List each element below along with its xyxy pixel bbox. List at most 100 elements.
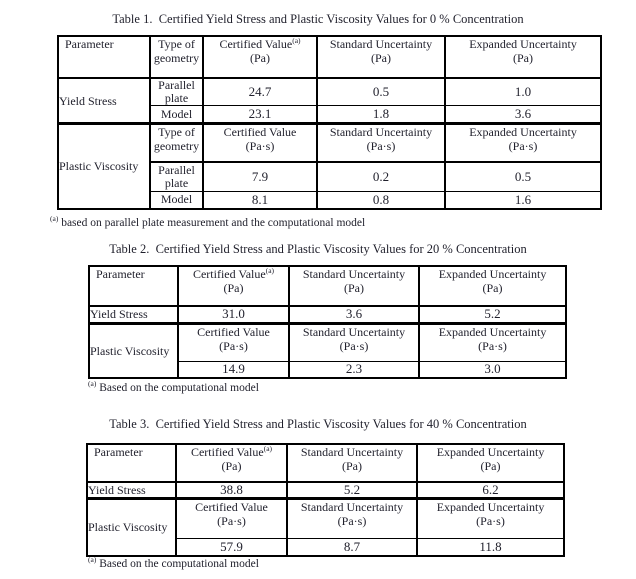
t3-subheader-standard: Standard Uncertainty (Pa·s) bbox=[286, 497, 418, 539]
table-row: Model 8.1 0.8 1.6 bbox=[58, 191, 602, 209]
t3-plastic-standard: 8.7 bbox=[286, 538, 418, 556]
header-unit: (Pa) bbox=[223, 281, 244, 295]
t2-subheader-certified: Certified Value (Pa·s) bbox=[177, 321, 290, 362]
t1-plastic-model-geometry: Model bbox=[149, 191, 204, 209]
header-unit: (Pa·s) bbox=[366, 139, 396, 153]
t3-header-parameter: Parameter bbox=[86, 443, 177, 483]
t1-subheader-standard: Standard Uncertainty (Pa·s) bbox=[316, 122, 446, 162]
t3-subheader-certified: Certified Value (Pa·s) bbox=[175, 497, 288, 539]
t2-yield-expanded: 5.2 bbox=[418, 305, 567, 324]
t2-yield-certified: 31.0 bbox=[177, 305, 290, 324]
t3-header-certified: Certified Value(a) (Pa) bbox=[175, 443, 288, 483]
t1-yield-stress-label: Yield Stress bbox=[57, 77, 151, 124]
header-unit: (Pa) bbox=[344, 281, 364, 295]
footnote-text: based on parallel plate measurement and … bbox=[58, 217, 366, 229]
t1-plastic-model-standard: 0.8 bbox=[316, 191, 446, 209]
t1-yield-pp-standard: 0.5 bbox=[316, 77, 446, 106]
header-label: Certified Value bbox=[195, 500, 268, 515]
table-row: Parameter Type of geometry Certified Val… bbox=[57, 35, 602, 79]
footnote-marker: (a) bbox=[263, 444, 273, 453]
table-2: Parameter Certified Value(a) (Pa) Standar… bbox=[88, 265, 567, 379]
header-unit: (Pa) bbox=[250, 51, 270, 65]
t1-yield-pp-certified: 24.7 bbox=[202, 77, 318, 106]
footnote-marker: (a) bbox=[50, 214, 59, 224]
header-unit: (Pa·s) bbox=[219, 338, 248, 353]
header-label: Standard Uncertainty bbox=[300, 445, 404, 459]
table-1: Parameter Type of geometry Certified Val… bbox=[57, 35, 602, 210]
header-label: Standard Uncertainty bbox=[329, 125, 433, 140]
footnote-marker: (a) bbox=[88, 379, 97, 389]
t1-subheader-geometry: Type of geometry bbox=[149, 122, 204, 162]
footnote-text: Based on the computational model bbox=[96, 382, 259, 394]
header-unit: (Pa) bbox=[221, 459, 242, 473]
t1-plastic-model-expanded: 1.6 bbox=[444, 191, 602, 209]
t1-yield-model-geometry: Model bbox=[149, 105, 204, 124]
t2-plastic-viscosity-label: Plastic Viscosity bbox=[88, 321, 179, 379]
t1-header-certified: Certified Value(a) (Pa) bbox=[202, 35, 318, 79]
header-label: Certified Value bbox=[197, 324, 270, 339]
header-label: Certified Value bbox=[192, 267, 266, 281]
header-unit: (Pa·s) bbox=[217, 514, 246, 528]
table-row: Plastic Viscosity Certified Value (Pa·s) … bbox=[88, 321, 567, 379]
t1-plastic-viscosity-label: Plastic Viscosity bbox=[57, 122, 151, 209]
table3-footnote: (a) Based on the computational model bbox=[88, 555, 259, 571]
footnote-marker: (a) bbox=[88, 555, 97, 565]
table-row: Parameter Certified Value(a) (Pa) Standar… bbox=[88, 265, 567, 307]
header-label: Certified Value bbox=[219, 37, 293, 51]
header-unit: (Pa·s) bbox=[476, 514, 505, 528]
header-label: Expanded Uncertainty bbox=[438, 324, 547, 339]
t3-yield-expanded: 6.2 bbox=[416, 481, 565, 499]
table1-title: Table 1. Certified Yield Stress and Plas… bbox=[112, 12, 524, 26]
t2-yield-standard: 3.6 bbox=[288, 305, 420, 324]
t1-header-standard: Standard Uncertainty (Pa) bbox=[316, 35, 446, 79]
t3-header-expanded: Expanded Uncertainty (Pa) bbox=[416, 443, 565, 483]
t3-header-standard: Standard Uncertainty (Pa) bbox=[286, 443, 418, 483]
t2-subheader-expanded: Expanded Uncertainty (Pa·s) bbox=[418, 321, 567, 362]
t1-plastic-model-certified: 8.1 bbox=[202, 191, 318, 209]
t2-yield-stress-label: Yield Stress bbox=[88, 305, 179, 324]
t1-header-geometry: Type of geometry bbox=[149, 35, 204, 79]
table-row: Yield Stress 31.0 3.6 5.2 bbox=[88, 305, 567, 324]
header-label: Expanded Uncertainty bbox=[436, 500, 545, 515]
table3-title: Table 3. Certified Yield Stress and Plas… bbox=[109, 417, 527, 431]
t2-plastic-expanded: 3.0 bbox=[418, 360, 567, 379]
t1-yield-pp-geometry: Parallel plate bbox=[149, 77, 204, 106]
t3-yield-standard: 5.2 bbox=[286, 481, 418, 499]
table2-title: Table 2. Certified Yield Stress and Plas… bbox=[109, 242, 527, 256]
t1-yield-model-expanded: 3.6 bbox=[444, 105, 602, 124]
t1-yield-model-standard: 1.8 bbox=[316, 105, 446, 124]
header-label: Standard Uncertainty bbox=[329, 37, 433, 51]
header-label: Standard Uncertainty bbox=[302, 267, 406, 281]
table-row: 57.9 8.7 11.8 bbox=[87, 538, 565, 556]
footnote-marker: (a) bbox=[265, 266, 275, 275]
t1-plastic-pp-geometry: Parallel plate bbox=[149, 160, 204, 192]
header-label: Expanded Uncertainty bbox=[438, 267, 547, 281]
header-label: Expanded Uncertainty bbox=[469, 125, 577, 140]
t2-plastic-standard: 2.3 bbox=[288, 360, 420, 379]
t2-header-expanded: Expanded Uncertainty (Pa) bbox=[418, 265, 567, 307]
header-unit: (Pa·s) bbox=[339, 338, 369, 353]
table-3: Parameter Certified Value(a) (Pa) Standar… bbox=[86, 443, 565, 557]
t1-plastic-pp-expanded: 0.5 bbox=[444, 160, 602, 192]
header-unit: (Pa·s) bbox=[245, 139, 275, 153]
t1-plastic-pp-certified: 7.9 bbox=[202, 160, 318, 192]
header-unit: (Pa·s) bbox=[508, 139, 538, 153]
header-label: Certified Value bbox=[190, 445, 264, 459]
header-label: Certified Value bbox=[223, 125, 297, 140]
header-unit: (Pa·s) bbox=[478, 338, 507, 353]
t3-plastic-viscosity-label: Plastic Viscosity bbox=[86, 497, 177, 556]
t3-plastic-certified: 57.9 bbox=[175, 538, 288, 556]
table-row: Plastic Viscosity Certified Value (Pa·s) … bbox=[86, 497, 565, 556]
footnote-text: Based on the computational model bbox=[96, 558, 259, 570]
t2-header-standard: Standard Uncertainty (Pa) bbox=[288, 265, 420, 307]
t2-plastic-certified: 14.9 bbox=[177, 360, 290, 379]
t3-yield-certified: 38.8 bbox=[175, 481, 288, 499]
header-label: Expanded Uncertainty bbox=[469, 37, 577, 51]
t2-subheader-standard: Standard Uncertainty (Pa·s) bbox=[288, 321, 420, 362]
t3-plastic-expanded: 11.8 bbox=[416, 538, 565, 556]
table1-footnote: (a) based on parallel plate measurement … bbox=[50, 214, 366, 230]
footnote-marker: (a) bbox=[292, 36, 301, 45]
t1-header-expanded: Expanded Uncertainty (Pa) bbox=[444, 35, 602, 79]
t2-header-certified: Certified Value(a) (Pa) bbox=[177, 265, 290, 307]
